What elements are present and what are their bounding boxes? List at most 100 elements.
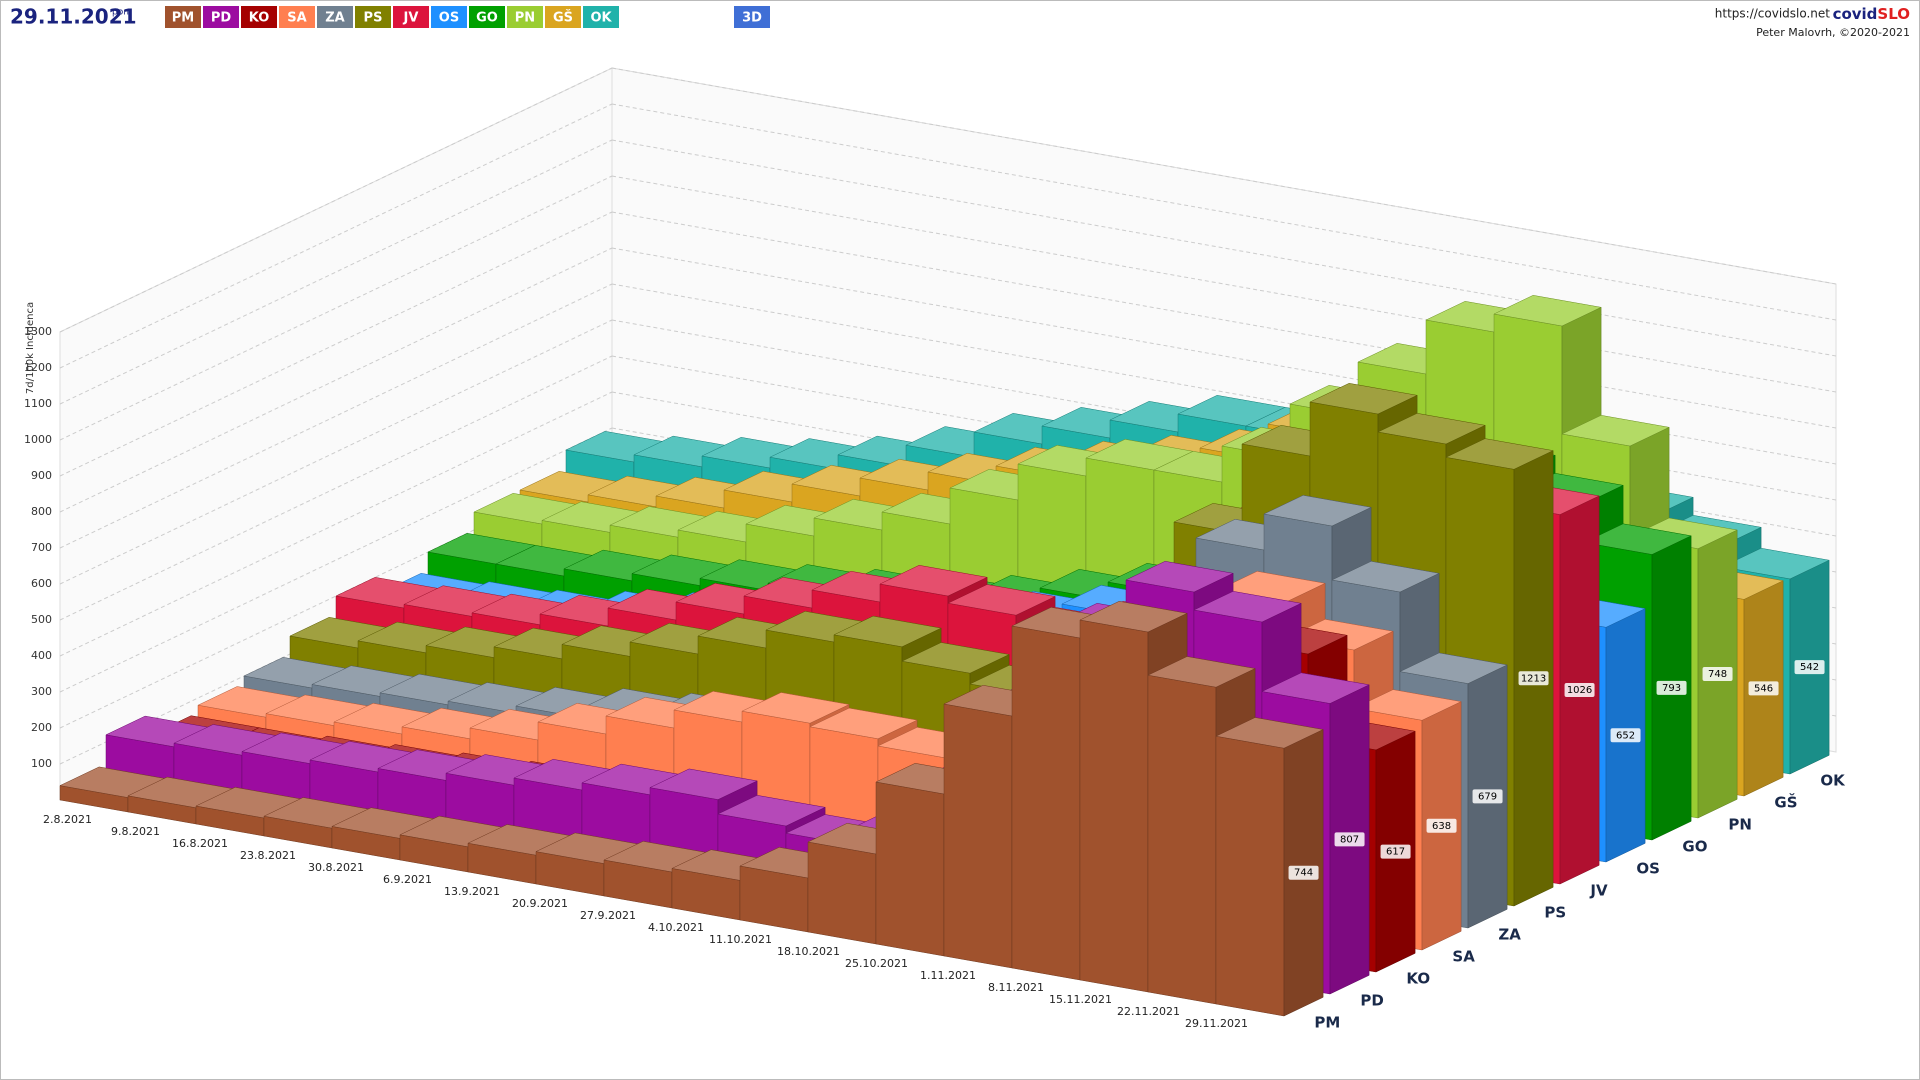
legend-item[interactable]: PN [507,6,543,28]
bar-top [1721,547,1830,580]
series-label: ZA [1498,926,1521,944]
legend-item[interactable]: JV [393,6,429,28]
value-label: 652 [1616,730,1635,741]
series-label: PM [1314,1014,1340,1032]
bar-top [1331,561,1440,593]
legend-swatch[interactable] [203,6,239,28]
legend-label[interactable]: ZA [325,11,345,26]
series-label: PD [1360,992,1383,1010]
y-tick-label: 1200 [24,361,52,374]
legend-label[interactable]: GŠ [553,10,573,26]
x-tick-label: 1.11.2021 [920,969,976,982]
legend-swatch[interactable] [545,6,581,28]
button-bg[interactable] [734,6,770,28]
bar-top [1561,415,1670,447]
legend-label[interactable]: GO [476,11,498,26]
bar-front [1147,674,1217,1005]
legend-item[interactable]: PM [165,6,201,28]
series-label: JV [1589,882,1608,900]
y-tick-label: 100 [31,757,52,770]
url[interactable]: https://covidslo.net [1715,7,1831,21]
value-label: 542 [1800,662,1819,673]
legend-swatch[interactable] [355,6,391,28]
x-tick-label: 8.11.2021 [988,981,1044,994]
legend-label[interactable]: OS [439,11,459,26]
legend-item[interactable]: PD [203,6,239,28]
x-tick-label: 6.9.2021 [383,873,432,886]
legend-item[interactable]: OK [583,6,619,28]
y-tick-label: 700 [31,541,52,554]
bar-top [1125,561,1234,593]
grid-line [59,319,613,585]
series-label: GO [1682,838,1707,856]
grid-line [59,103,613,369]
grid-line [59,175,613,441]
legend-swatch[interactable] [317,6,353,28]
legend-swatch[interactable] [583,6,619,28]
legend-item[interactable]: SA [279,6,315,28]
legend-label[interactable]: OK [590,11,612,26]
value-label-bg [1472,789,1503,804]
bar-front [1215,735,1285,1017]
value-label: 617 [1386,847,1405,858]
value-label-bg [1656,680,1687,695]
mode-button[interactable]: 3D [734,6,770,28]
x-tick-label: 29.11.2021 [1185,1017,1248,1030]
legend-item[interactable]: ZA [317,6,353,28]
value-label-bg [1380,844,1411,859]
bar-top [1493,295,1602,327]
legend-label[interactable]: PN [515,11,535,26]
value-label-bg [1426,818,1457,833]
y-tick-label: 500 [31,613,52,626]
legend-swatch[interactable] [241,6,277,28]
bar-top [879,565,988,597]
bar-top [1353,689,1462,721]
y-tick-label: 600 [31,577,52,590]
series-label: PS [1544,904,1566,922]
value-label: 793 [1662,683,1681,694]
y-tick-label: 200 [31,721,52,734]
value-label-bg [1610,728,1641,743]
legend-item[interactable]: OS [431,6,467,28]
x-tick-label: 25.10.2021 [845,957,908,970]
legend-item[interactable]: PS [355,6,391,28]
grid-line [59,211,613,477]
button-label[interactable]: 3D [742,11,762,26]
value-label-bg [1288,865,1319,880]
grid-line [59,247,613,513]
legend-item[interactable]: GŠ [545,6,581,28]
y-axis-label: 7d/100k Incidenca [25,302,36,394]
bar-top [649,768,758,800]
legend-item[interactable]: GO [469,6,505,28]
grid-line [59,391,613,657]
value-label: 1213 [1521,673,1546,684]
bar-top [741,692,850,724]
legend-swatch[interactable] [507,6,543,28]
brand-part: SLO [1877,5,1910,23]
series-label: OK [1820,772,1846,790]
value-label-bg [1334,832,1365,847]
legend-swatch[interactable] [393,6,429,28]
bar-front [1079,619,1149,993]
legend-label[interactable]: PD [211,11,232,26]
x-tick-label: 11.10.2021 [709,933,772,946]
value-label: 748 [1708,669,1727,680]
legend-label[interactable]: PS [364,11,383,26]
grid-line [59,463,613,729]
legend-swatch[interactable] [279,6,315,28]
y-tick-label: 800 [31,505,52,518]
bar-top [1215,717,1324,749]
legend-label[interactable]: JV [403,11,419,26]
legend-swatch[interactable] [469,6,505,28]
weekday: pon [112,8,129,18]
date: 29.11.2021 [10,5,137,29]
bar-top [1261,672,1370,704]
legend-item[interactable]: KO [241,6,277,28]
legend-label[interactable]: KO [249,11,270,26]
legend-label[interactable]: SA [287,11,306,26]
x-tick-label: 30.8.2021 [308,861,364,874]
legend-swatch[interactable] [165,6,201,28]
legend-swatch[interactable] [431,6,467,28]
legend-label[interactable]: PM [172,11,194,26]
bar-top [947,584,1056,616]
